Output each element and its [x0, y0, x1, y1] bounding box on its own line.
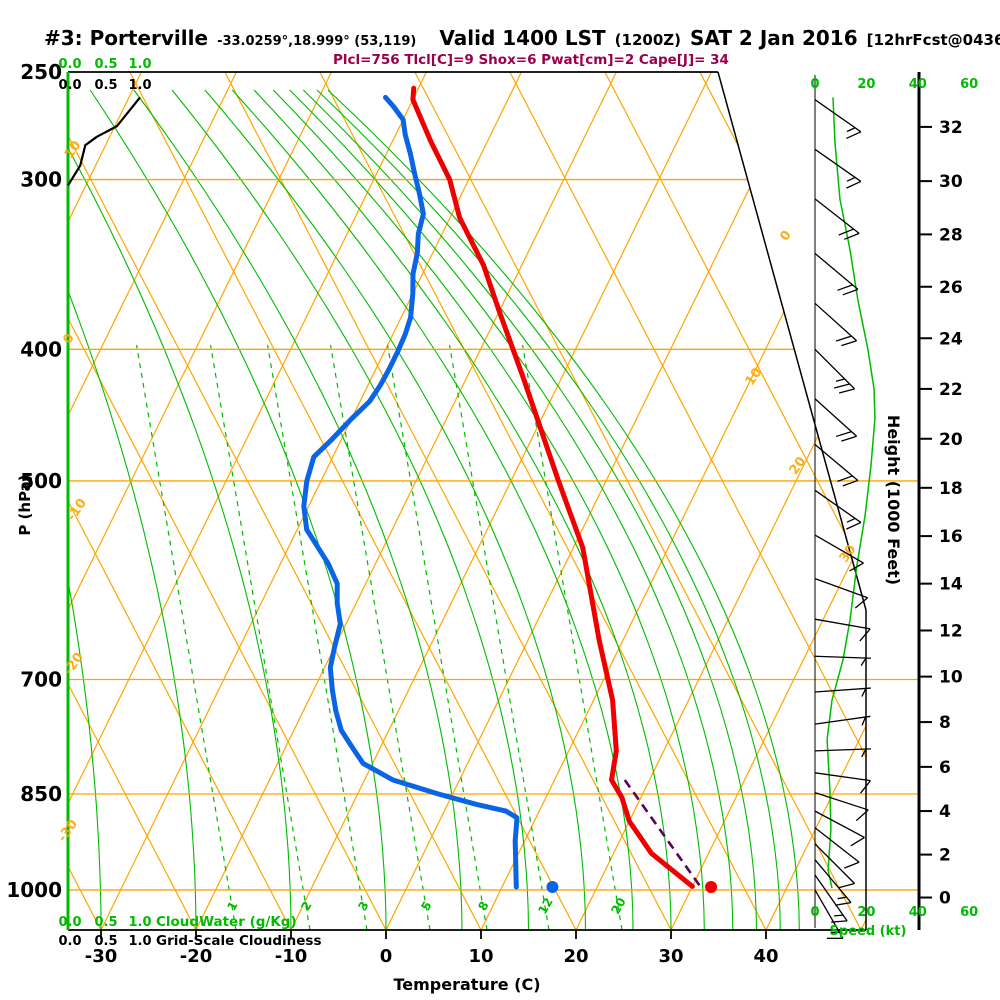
valid-time: Valid 1400 LST	[439, 26, 606, 50]
svg-text:0.5: 0.5	[94, 57, 117, 72]
wind-speed-profile	[826, 97, 876, 889]
plot-frame	[66, 71, 867, 931]
svg-text:10: 10	[468, 946, 493, 967]
svg-text:-10: -10	[275, 946, 308, 967]
svg-text:1.0: 1.0	[128, 78, 151, 93]
svg-text:28: 28	[939, 225, 963, 245]
pressure-gridlines	[68, 178, 919, 891]
svg-text:0.5: 0.5	[94, 915, 117, 930]
svg-text:30: 30	[939, 172, 963, 192]
svg-text:8: 8	[475, 899, 491, 913]
svg-text:30: 30	[658, 946, 683, 967]
svg-text:500: 500	[20, 469, 62, 493]
svg-text:1.0: 1.0	[128, 57, 151, 72]
stability-indices-line: Plcl=756 Tlcl[C]=9 Shox=6 Pwat[cm]=2 Cap…	[333, 52, 729, 68]
svg-text:3: 3	[355, 899, 371, 913]
svg-text:1.0: 1.0	[128, 934, 151, 949]
pressure-axis: 250 300 400 500 700 850 1000 P (hPa)	[6, 60, 62, 902]
svg-text:32: 32	[939, 118, 963, 138]
svg-text:6: 6	[939, 758, 951, 778]
svg-text:4: 4	[939, 802, 951, 822]
svg-text:22: 22	[939, 380, 963, 400]
station-coords: -33.0259°,18.999° (53,119)	[217, 34, 417, 49]
svg-text:10: 10	[743, 365, 766, 388]
surface-dewpoint-dot	[546, 880, 559, 893]
svg-text:Speed (kt): Speed (kt)	[830, 924, 907, 939]
cloudiness-profile	[67, 96, 141, 186]
svg-text:0: 0	[777, 228, 794, 244]
valid-zulu: (1200Z)	[614, 31, 681, 49]
svg-text:0.0: 0.0	[58, 78, 81, 93]
svg-text:CloudWater (g/Kg): CloudWater (g/Kg)	[156, 914, 297, 930]
svg-text:Height (1000 Feet): Height (1000 Feet)	[884, 415, 903, 585]
svg-text:16: 16	[939, 527, 963, 547]
svg-text:26: 26	[939, 278, 963, 298]
svg-text:0.0: 0.0	[58, 934, 81, 949]
forecast-tag: [12hrFcst@0436z]	[866, 31, 1000, 49]
svg-text:-30: -30	[55, 817, 81, 845]
svg-text:P (hPa): P (hPa)	[16, 474, 34, 535]
svg-text:Grid-Scale Cloudiness: Grid-Scale Cloudiness	[156, 933, 322, 949]
svg-text:1000: 1000	[6, 878, 62, 902]
svg-text:40: 40	[909, 77, 927, 92]
svg-text:12: 12	[939, 621, 963, 641]
svg-text:40: 40	[753, 946, 778, 967]
svg-text:0.5: 0.5	[94, 78, 117, 93]
svg-text:700: 700	[20, 667, 62, 691]
svg-text:5: 5	[418, 899, 434, 913]
temperature-curve	[410, 85, 695, 889]
svg-text:60: 60	[960, 905, 978, 920]
parcel-path	[623, 779, 702, 888]
svg-text:14: 14	[939, 575, 963, 595]
svg-text:0: 0	[380, 946, 393, 967]
svg-text:0: 0	[810, 77, 819, 92]
svg-text:0.0: 0.0	[58, 57, 81, 72]
svg-text:0.5: 0.5	[94, 934, 117, 949]
svg-text:400: 400	[20, 337, 62, 361]
wind-barbs	[814, 75, 871, 940]
svg-text:300: 300	[20, 168, 62, 192]
svg-text:20: 20	[939, 430, 963, 450]
svg-text:1: 1	[224, 899, 240, 913]
chart-title: #3: Porterville -33.0259°,18.999° (53,11…	[44, 26, 1000, 50]
svg-text:250: 250	[20, 60, 62, 84]
background-grid	[68, 72, 866, 930]
svg-text:2: 2	[939, 846, 951, 866]
svg-text:8: 8	[939, 713, 951, 733]
svg-text:1.0: 1.0	[128, 915, 151, 930]
svg-text:40: 40	[909, 905, 927, 920]
svg-text:0: 0	[810, 905, 819, 920]
svg-text:20: 20	[608, 895, 628, 916]
svg-text:Temperature (C): Temperature (C)	[393, 975, 540, 994]
svg-text:850: 850	[20, 782, 62, 806]
svg-text:12: 12	[535, 895, 555, 916]
svg-text:20: 20	[857, 77, 875, 92]
cloud-scales: 0.0 0.0 0.0 0.0 0.5 0.5 0.5 0.5 1.0 1.0 1.0 1.0 Clou…	[58, 57, 321, 949]
svg-text:60: 60	[960, 77, 978, 92]
temperature-axis: -30 -20 -10 0 10 20 30 40 Temperature (C)	[85, 930, 779, 994]
svg-text:24: 24	[939, 329, 963, 349]
svg-text:20: 20	[563, 946, 588, 967]
svg-text:20: 20	[857, 905, 875, 920]
svg-text:0.0: 0.0	[58, 915, 81, 930]
svg-text:10: 10	[939, 668, 963, 688]
svg-text:-30: -30	[85, 946, 118, 967]
valid-date: SAT 2 Jan 2016	[690, 26, 858, 50]
svg-text:18: 18	[939, 479, 963, 499]
surface-temperature-dot	[705, 880, 718, 893]
station-name: #3: Porterville	[44, 26, 209, 50]
svg-text:-20: -20	[180, 946, 213, 967]
svg-text:0: 0	[939, 889, 951, 909]
isotherm-edge-labels: 100-10-20-300102030	[55, 138, 859, 845]
dewpoint-curve	[301, 94, 520, 890]
surface-markers	[546, 880, 718, 893]
